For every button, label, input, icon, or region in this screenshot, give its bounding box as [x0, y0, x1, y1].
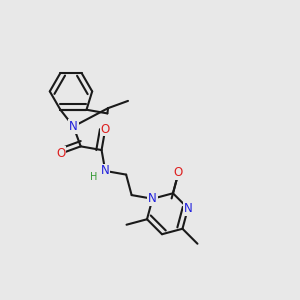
Text: H: H	[90, 172, 98, 182]
Text: O: O	[174, 166, 183, 179]
Text: N: N	[184, 202, 192, 215]
Text: O: O	[100, 123, 110, 136]
Text: O: O	[56, 147, 65, 160]
Text: N: N	[101, 164, 110, 177]
Text: N: N	[69, 120, 78, 133]
Text: N: N	[148, 192, 157, 205]
